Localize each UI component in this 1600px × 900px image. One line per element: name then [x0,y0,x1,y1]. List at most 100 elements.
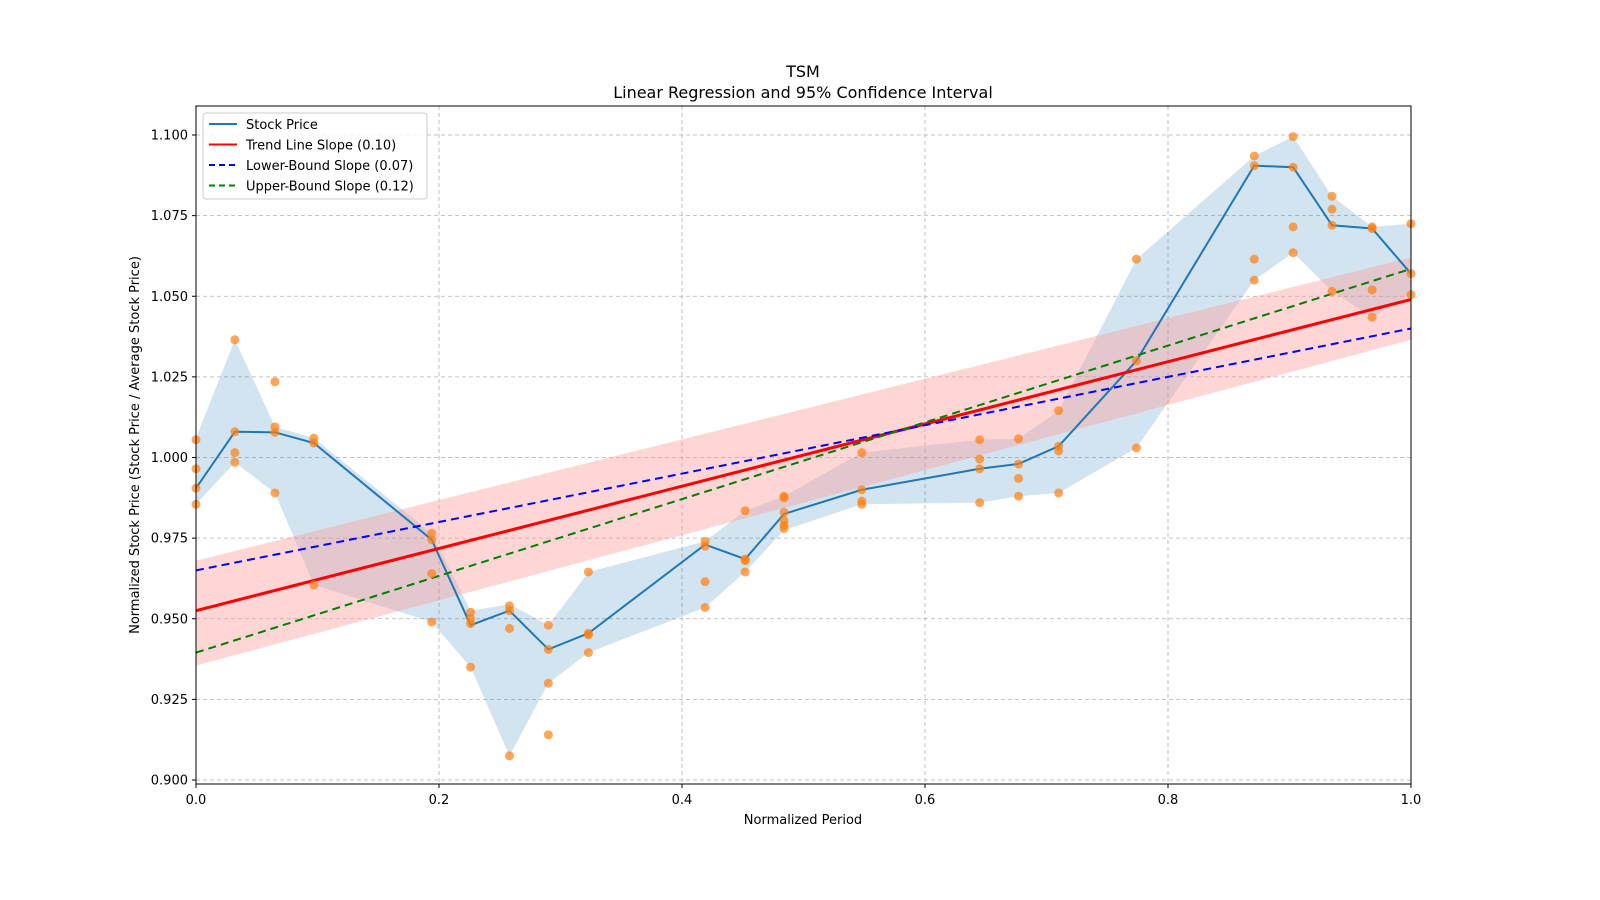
scatter-point [779,507,789,517]
scatter-point [1367,312,1377,322]
scatter-point [1327,286,1337,296]
plot-frame [195,105,1412,785]
x-axis-ticks: 0.0 0.2 0.4 0.6 0.8 1.0 [186,784,1422,808]
legend-box [202,112,428,200]
scatter-point [583,630,593,640]
x-tick-label: 0.0 [186,793,207,808]
y-tick-label: 1.025 [151,370,188,385]
scatter-point [466,607,476,617]
scatter-point [309,438,319,448]
scatter-point [700,602,710,612]
scatter-point [740,567,750,577]
scatter-point [700,541,710,551]
scatter-point [427,569,437,579]
x-tick-label: 0.4 [672,793,693,808]
scatter-point [1249,161,1259,171]
scatter-point [975,454,985,464]
scatter-point [740,554,750,564]
scatter-point [1054,488,1064,498]
y-tick-label: 1.100 [151,129,188,144]
scatter-point [1288,132,1298,142]
trend-confidence-band [196,257,1411,666]
scatter-point [975,464,985,474]
scatter-point [466,662,476,672]
y-tick-label: 1.050 [151,290,188,305]
chart-title: TSM [785,62,820,81]
scatter-point [1327,204,1337,214]
scatter-point [1014,434,1024,444]
chart-subtitle: Linear Regression and 95% Confidence Int… [613,83,993,102]
scatter-point [1014,491,1024,501]
lower-bound-line [195,327,1412,572]
scatter-point [779,523,789,533]
legend-label: Lower-Bound Slope (0.07) [246,159,413,174]
y-tick-label: 1.000 [151,451,188,466]
scatter-point [779,493,789,503]
y-tick-label: 0.975 [151,532,188,547]
trend-line [195,298,1412,613]
scatter-point [543,730,553,740]
legend-label: Stock Price [246,118,318,133]
scatter-point [1288,162,1298,172]
scatter-point [543,620,553,630]
scatter-point [309,580,319,590]
stock-price-line [195,164,1412,651]
scatter-point [1367,224,1377,234]
scatter-point [270,377,280,387]
scatter-point [857,499,867,509]
scatter-point [1249,254,1259,264]
y-tick-label: 0.925 [151,693,188,708]
scatter-point [270,488,280,498]
y-axis-label: Normalized Stock Price (Stock Price / Av… [128,256,143,634]
scatter-point [975,435,985,445]
scatter-point [543,678,553,688]
scatter-point [1367,285,1377,295]
upper-bound-line [195,267,1412,654]
scatter-point [230,335,240,345]
x-tick-label: 0.6 [915,793,936,808]
y-tick-label: 0.950 [151,612,188,627]
legend-label: Trend Line Slope (0.10) [245,139,396,154]
scatter-point [700,577,710,587]
scatter-point [1054,446,1064,456]
scatter-point [1249,275,1259,285]
y-tick-label: 1.075 [151,209,188,224]
scatter-point [230,457,240,467]
scatter-point [427,617,437,627]
scatter-point [1288,248,1298,258]
scatter-point [975,498,985,508]
scatter-point [230,427,240,437]
scatter-point [1014,473,1024,483]
y-axis-ticks: 0.900 0.925 0.950 0.975 1.000 1.025 1.050 1.075… [151,129,196,789]
scatter-point [1327,191,1337,201]
scatter-point [857,448,867,458]
scatter-point [1014,459,1024,469]
scatter-point [583,567,593,577]
series-lines [195,164,1412,654]
y-tick-label: 0.900 [151,774,188,789]
scatter-point [857,485,867,495]
stock-price-band [196,136,1411,756]
scatter-point [543,644,553,654]
scatter-point [1131,254,1141,264]
scatter-point [1249,151,1259,161]
scatter-point [270,427,280,437]
x-tick-label: 1.0 [1401,793,1422,808]
scatter-point [427,528,437,538]
x-axis-label: Normalized Period [744,813,862,828]
scatter-point [1288,222,1298,232]
legend-label: Upper-Bound Slope (0.12) [246,180,414,195]
scatter-point [1327,220,1337,230]
scatter-point [1131,443,1141,453]
scatter-point [504,751,514,761]
scatter-point [427,535,437,545]
x-tick-label: 0.2 [429,793,450,808]
scatter-point [504,606,514,616]
scatter-point [1054,406,1064,416]
legend: Stock Price Trend Line Slope (0.10) Lower-… [202,112,428,200]
scatter-point [504,623,514,633]
scatter-point [740,506,750,516]
confidence-bands [196,136,1411,756]
scatter-point [466,619,476,629]
